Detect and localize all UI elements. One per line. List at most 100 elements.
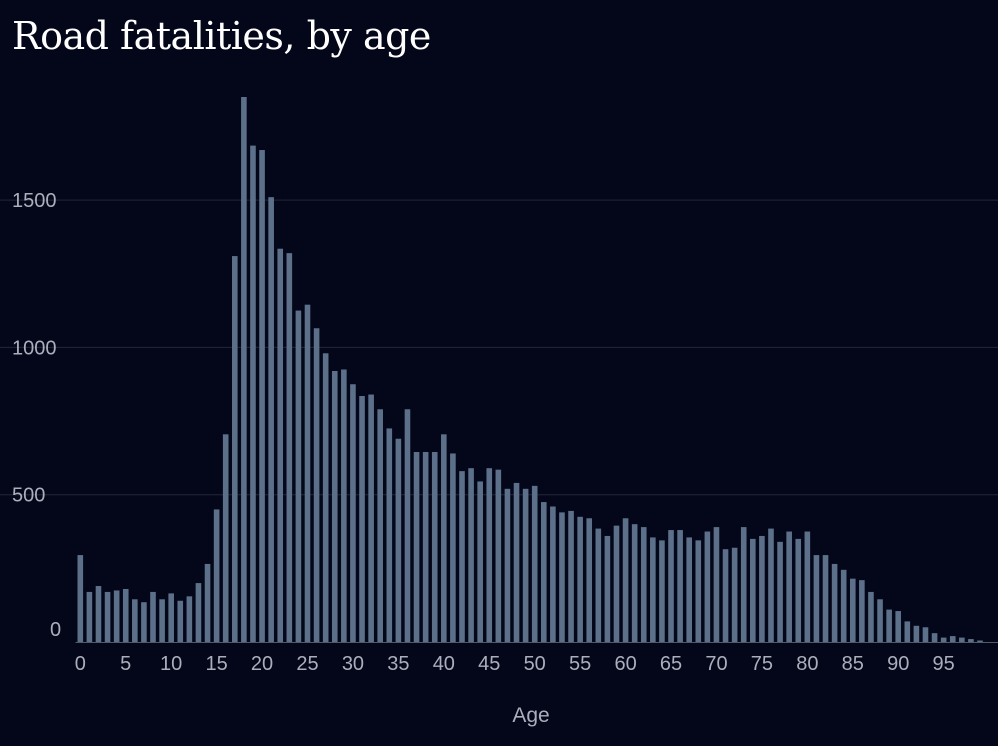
bar-age-27: [322, 353, 329, 642]
bar-age-36: [404, 409, 411, 642]
bar-age-89: [886, 609, 892, 642]
bar-age-70: [713, 527, 720, 642]
x-tick-label-25: 25: [296, 653, 318, 675]
bar-age-48: [513, 482, 520, 642]
bar-age-76: [768, 528, 774, 642]
bar-age-44: [477, 481, 483, 642]
bar-age-98: [968, 639, 974, 642]
y-tick-label-500: 500: [12, 485, 45, 507]
bar-age-51: [540, 502, 547, 642]
x-tick-label-60: 60: [614, 653, 636, 675]
x-tick-label-75: 75: [751, 653, 773, 675]
bar-age-9: [159, 599, 165, 642]
bar-age-33: [377, 409, 384, 642]
bar-age-72: [731, 547, 738, 642]
bar-age-71: [722, 549, 729, 642]
x-tick-label-40: 40: [433, 653, 455, 675]
bar-age-90: [895, 611, 902, 642]
bar-age-19: [250, 145, 256, 642]
bar-age-53: [559, 512, 565, 642]
bar-age-93: [922, 627, 929, 642]
bar-age-62: [640, 527, 647, 642]
x-tick-label-30: 30: [342, 653, 364, 675]
x-tick-label-55: 55: [569, 653, 591, 675]
y-tick-label-1500: 1500: [12, 190, 57, 212]
bar-age-13: [195, 583, 202, 642]
x-axis-tick-labels: 0 5 10 15 20 25 30 35 40 45 50 55 60 65 70 75 80 85 90 95: [75, 653, 955, 675]
bar-age-63: [650, 537, 656, 642]
bar-age-94: [931, 633, 938, 642]
bar-age-18: [241, 96, 247, 643]
bar-age-5: [122, 588, 129, 642]
bar-age-65: [668, 530, 674, 642]
bar-age-39: [431, 451, 438, 642]
bar-age-12: [186, 596, 193, 642]
bar-age-34: [386, 428, 393, 642]
bar-age-30: [350, 384, 356, 642]
bar-age-31: [359, 396, 365, 642]
bar-age-10: [168, 593, 174, 642]
x-tick-label-50: 50: [524, 653, 546, 675]
bar-age-67: [686, 537, 692, 642]
bar-age-87: [868, 591, 874, 642]
bar-age-68: [695, 540, 702, 642]
bar-age-56: [586, 518, 593, 642]
bar-age-14: [204, 563, 211, 642]
bar-age-11: [177, 600, 184, 642]
bar-age-43: [468, 468, 474, 642]
bar-age-2: [95, 586, 102, 642]
bar-age-77: [777, 541, 783, 642]
x-tick-label-95: 95: [933, 653, 955, 675]
bar-age-40: [441, 434, 447, 642]
bar-age-3: [104, 591, 111, 642]
x-tick-label-0: 0: [75, 653, 86, 675]
x-tick-label-10: 10: [160, 653, 182, 675]
bar-age-60: [622, 518, 629, 642]
bar-age-83: [831, 563, 838, 642]
bar-age-73: [740, 527, 747, 642]
bar-age-69: [704, 531, 711, 642]
bar-age-57: [595, 528, 602, 642]
bar-age-97: [959, 637, 965, 642]
bar-age-61: [631, 524, 638, 642]
bar-age-15: [213, 509, 220, 642]
bar-age-80: [804, 531, 811, 642]
bar-age-1: [86, 591, 93, 642]
x-tick-label-15: 15: [205, 653, 227, 675]
bar-age-74: [750, 538, 756, 642]
bar-age-75: [759, 535, 765, 642]
x-tick-label-90: 90: [887, 653, 909, 675]
bar-age-16: [222, 434, 229, 642]
bar-age-84: [840, 569, 847, 642]
bar-age-32: [368, 394, 374, 642]
y-tick-label-0: 0: [50, 619, 61, 641]
bar-age-55: [577, 516, 583, 642]
y-axis-tick-labels: 0 500 1000 1500: [12, 190, 61, 641]
bar-age-58: [604, 535, 611, 642]
gridlines: [0, 199, 998, 496]
bar-age-45: [486, 468, 493, 642]
bar-age-86: [859, 580, 865, 642]
bar-age-46: [495, 469, 502, 642]
bar-age-20: [259, 150, 265, 642]
bar-age-59: [613, 525, 620, 642]
x-tick-label-45: 45: [478, 653, 500, 675]
bar-age-96: [949, 636, 956, 642]
x-tick-label-35: 35: [387, 653, 409, 675]
bar-age-81: [813, 555, 820, 642]
x-tick-label-70: 70: [705, 653, 727, 675]
bar-age-41: [450, 453, 456, 642]
bar-age-91: [904, 621, 911, 642]
bar-age-29: [341, 369, 347, 642]
bars: [77, 96, 983, 643]
bar-age-66: [677, 530, 683, 642]
bar-age-21: [268, 197, 274, 643]
bar-age-25: [304, 304, 311, 642]
bar-age-82: [822, 555, 829, 642]
bar-age-8: [150, 591, 156, 642]
bar-age-37: [413, 451, 420, 642]
bar-age-49: [522, 488, 529, 642]
x-tick-label-20: 20: [251, 653, 273, 675]
bar-age-7: [141, 602, 147, 642]
